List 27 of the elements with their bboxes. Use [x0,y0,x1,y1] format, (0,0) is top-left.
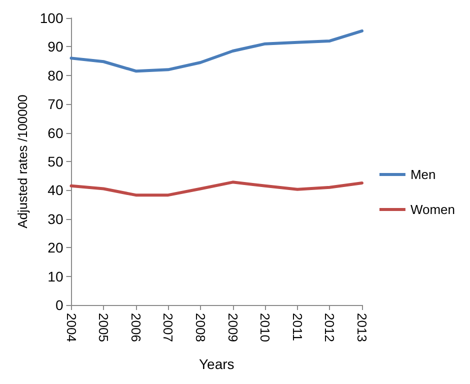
y-tick-label: 20 [48,240,64,256]
y-tick-label: 50 [48,154,64,170]
x-tick-label: 2013 [354,313,370,342]
line-series [70,29,364,73]
y-tick-label: 70 [48,96,64,112]
x-tick-label: 2006 [128,313,144,342]
x-tick-label: 2007 [160,313,176,342]
y-tick-label: 60 [48,124,64,141]
x-tick-label: 2011 [290,313,305,341]
legend-label: Men [410,167,436,182]
y-tick-label: 30 [48,210,64,227]
y-axis-title: Adjusted rates /100000 [15,94,30,228]
x-tick-label: 2005 [96,313,112,342]
y-tick-label: 100 [40,10,64,26]
x-axis-title: Years [198,356,234,372]
x-tick-label: 2008 [192,313,208,342]
legend-label: Women [410,202,456,217]
y-tick-label: 0 [55,297,64,313]
x-tick-label: 2010 [258,313,273,342]
x-tick-label: 2009 [225,313,240,342]
x-tick-label: 2004 [64,313,79,342]
y-tick-label: 40 [48,182,64,198]
y-tick-label: 80 [48,67,64,84]
y-tick-label: 10 [48,268,64,284]
line-series [70,180,364,197]
x-tick-label: 2012 [322,313,338,342]
y-tick-label: 90 [48,38,64,55]
